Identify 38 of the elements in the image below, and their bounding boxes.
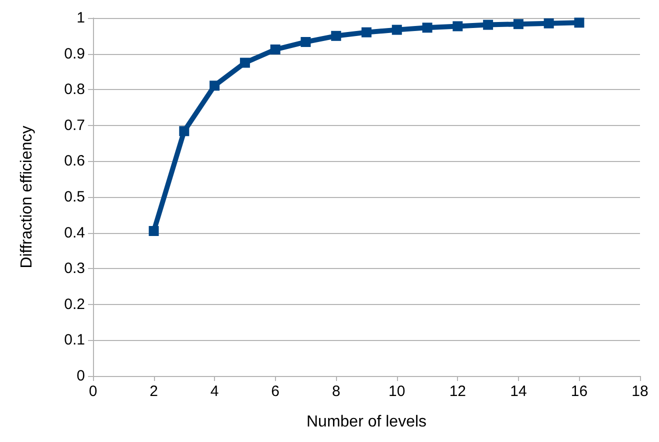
y-axis-title: Diffraction efficiency (18, 126, 36, 268)
y-tick-label: 0.8 (64, 81, 85, 98)
y-tick-label: 1 (76, 10, 85, 26)
point (300, 36, 311, 47)
point (574, 18, 584, 28)
point (240, 58, 250, 68)
x-tick-label: 18 (632, 383, 648, 400)
x-tick-label: 14 (510, 383, 527, 400)
y-tick-label: 0.5 (64, 188, 85, 206)
y-tick-label: 0 (76, 368, 85, 384)
x-axis-title: Number of levels (306, 414, 427, 430)
point (179, 126, 190, 136)
x-tick-label: 10 (388, 383, 406, 400)
x-tick-label: 16 (570, 383, 588, 400)
point (452, 21, 463, 32)
y-tick-label: 0.3 (64, 260, 85, 278)
point (148, 226, 159, 236)
point (422, 22, 432, 33)
point (513, 19, 524, 30)
y-tick-label: 0.2 (64, 296, 85, 313)
x-tick-label: 6 (271, 383, 280, 400)
point (544, 18, 554, 28)
point (483, 20, 494, 30)
point (362, 27, 372, 38)
y-tick-label: 0.6 (64, 152, 85, 170)
point (270, 44, 280, 55)
x-tick-label: 0 (88, 383, 98, 400)
y-tick-label: 0.9 (64, 45, 85, 62)
x-tick-label: 12 (449, 383, 466, 400)
y-tick-label: 0.7 (64, 116, 85, 134)
x-tick-label: 2 (150, 383, 158, 400)
point (210, 80, 220, 91)
y-tick-label: 0.4 (64, 224, 85, 242)
point (392, 24, 402, 35)
x-tick-label: 4 (210, 383, 219, 400)
point (331, 30, 342, 41)
x-tick-label: 8 (332, 383, 340, 400)
y-tick-label: 0.1 (64, 332, 85, 349)
